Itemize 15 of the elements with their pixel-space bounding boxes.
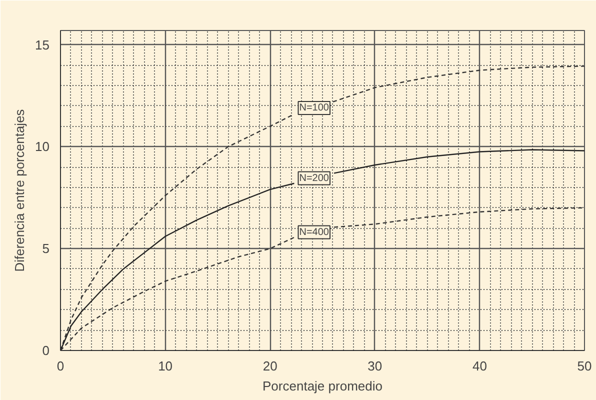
- series-label: N=100: [299, 102, 330, 114]
- y-tick-label: 5: [42, 241, 50, 256]
- x-tick-label: 30: [368, 358, 382, 374]
- series-label: N=400: [299, 226, 330, 238]
- series-label: N=200: [299, 172, 330, 184]
- x-tick-label: 20: [262, 358, 278, 374]
- x-axis-title: Porcentaje promedio: [262, 378, 382, 394]
- y-tick-label: 10: [35, 139, 50, 154]
- x-tick-label: 40: [472, 358, 487, 374]
- x-tick-label: 10: [158, 358, 173, 374]
- y-tick-label: 0: [42, 343, 50, 358]
- x-tick-label: 0: [56, 358, 64, 374]
- y-axis-title: Diferencia entre porcentajes: [12, 108, 28, 272]
- y-tick-label: 15: [35, 37, 50, 52]
- x-tick-label: 50: [577, 358, 592, 374]
